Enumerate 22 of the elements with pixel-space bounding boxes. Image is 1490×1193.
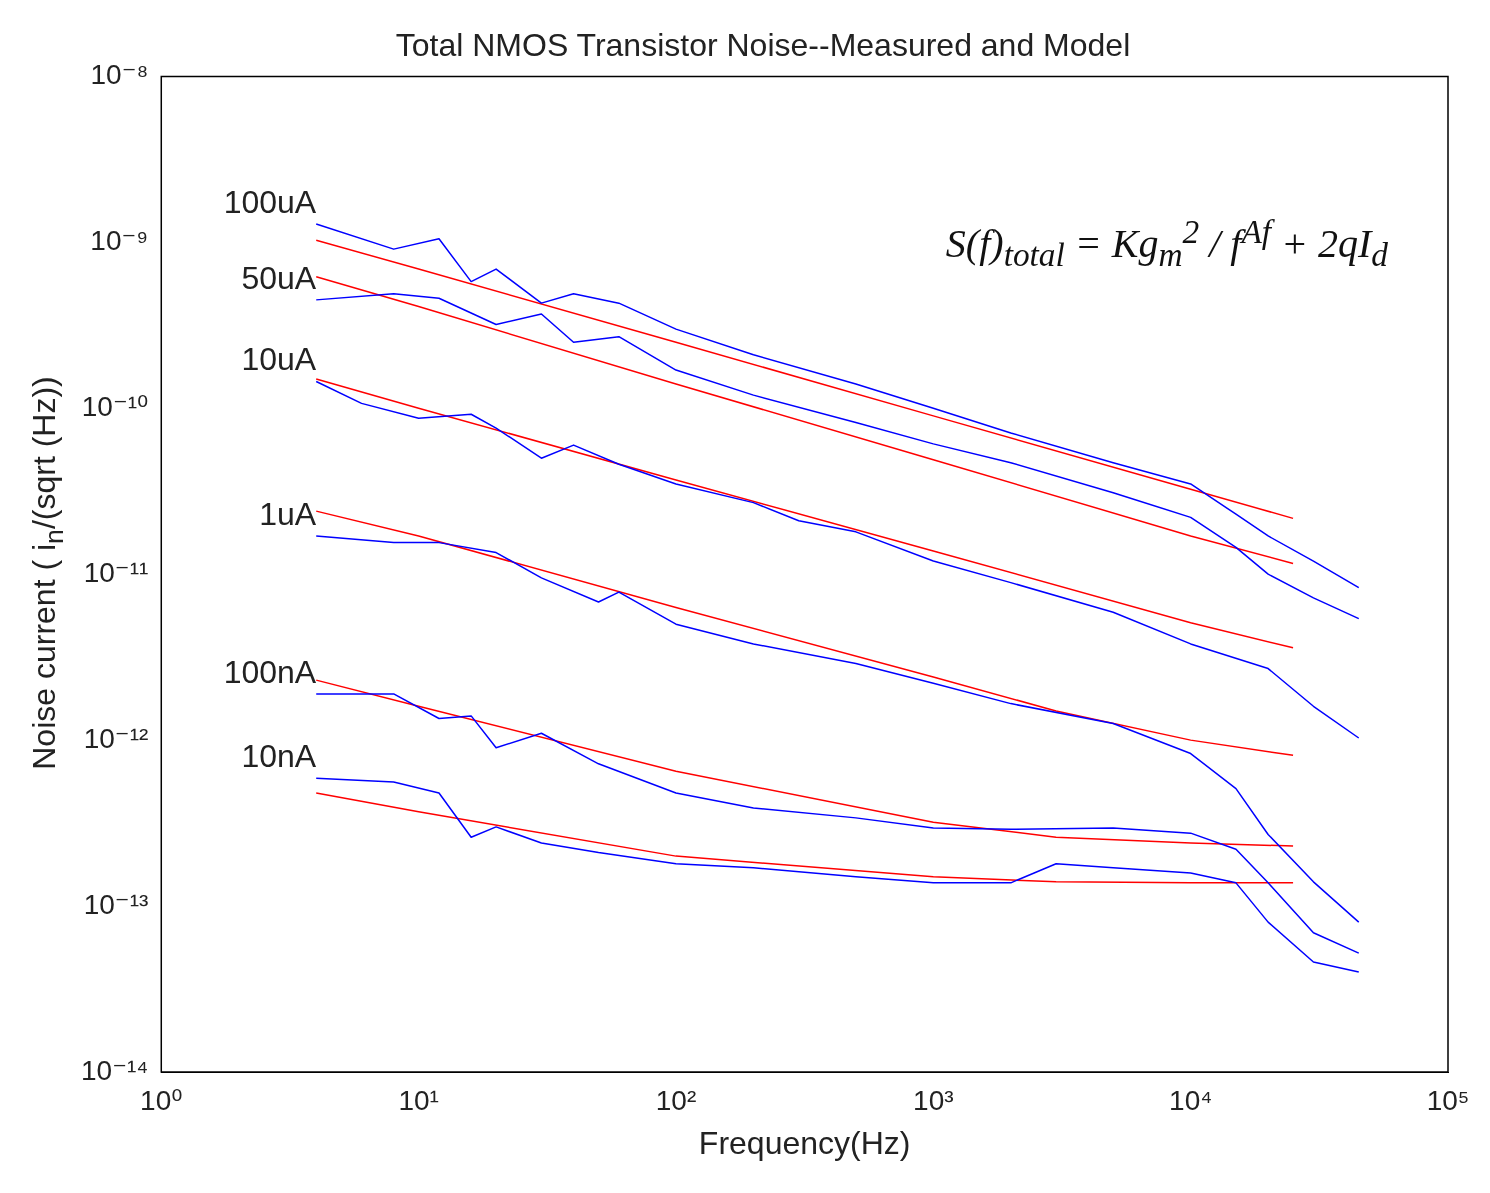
chart-title: Total NMOS Transistor Noise--Measured and Model bbox=[395, 27, 1131, 64]
x-tick-label: 10¹ bbox=[398, 1084, 439, 1116]
x-axis-title: Frequency(Hz) bbox=[698, 1124, 911, 1161]
x-tick-label: 10⁰ bbox=[140, 1084, 183, 1116]
y-tick-label: 10⁻⁹ bbox=[90, 225, 149, 257]
x-tick-label: 10⁴ bbox=[1169, 1084, 1213, 1116]
x-tick-label: 10³ bbox=[913, 1084, 954, 1116]
y-tick-label: 10⁻¹³ bbox=[83, 888, 149, 920]
y-tick-label: 10⁻¹¹ bbox=[83, 556, 149, 588]
series-label: 50uA bbox=[241, 259, 317, 296]
series-label: 100nA bbox=[223, 653, 317, 690]
series-label: 10nA bbox=[241, 737, 317, 774]
series-label: 100uA bbox=[223, 183, 317, 220]
y-tick-label: 10⁻¹² bbox=[83, 722, 149, 754]
y-tick-label: 10⁻¹⁰ bbox=[81, 390, 149, 422]
y-tick-label: 10⁻¹⁴ bbox=[81, 1054, 149, 1086]
y-tick-label: 10⁻⁸ bbox=[90, 59, 149, 91]
text: S(f)$_{total}$ = Kg$_{m}$$^{2}$ / f$^{Af}$ + 2qI$_{d}$ bbox=[945, 213, 1388, 274]
x-tick-label: 10² bbox=[655, 1084, 697, 1116]
series-label: 1uA bbox=[259, 495, 317, 532]
series-label: 10uA bbox=[241, 341, 317, 378]
x-tick-label: 10⁵ bbox=[1426, 1084, 1470, 1116]
